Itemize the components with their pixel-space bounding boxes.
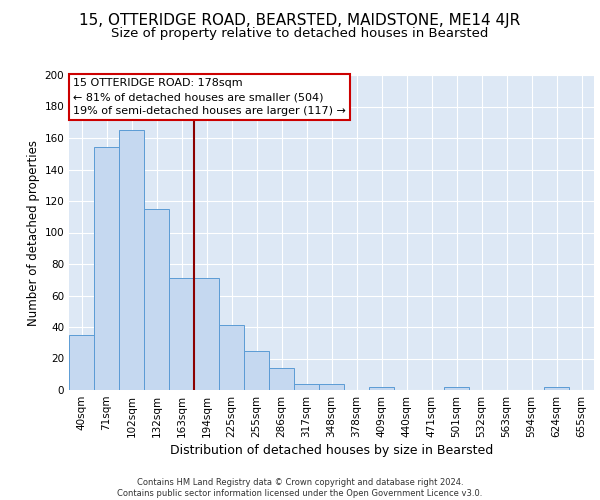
Text: Contains HM Land Registry data © Crown copyright and database right 2024.
Contai: Contains HM Land Registry data © Crown c…	[118, 478, 482, 498]
Bar	[69, 335, 94, 390]
Bar	[119, 130, 144, 390]
Y-axis label: Number of detached properties: Number of detached properties	[27, 140, 40, 326]
Bar	[444, 387, 469, 390]
Bar	[369, 387, 394, 390]
Bar	[244, 350, 269, 390]
Text: Size of property relative to detached houses in Bearsted: Size of property relative to detached ho…	[112, 28, 488, 40]
Bar	[319, 384, 344, 390]
Text: 15 OTTERIDGE ROAD: 178sqm
← 81% of detached houses are smaller (504)
19% of semi: 15 OTTERIDGE ROAD: 178sqm ← 81% of detac…	[73, 78, 346, 116]
Bar	[194, 278, 219, 390]
Bar	[94, 148, 119, 390]
Bar	[219, 326, 244, 390]
Bar	[144, 209, 169, 390]
Bar	[294, 384, 319, 390]
Text: 15, OTTERIDGE ROAD, BEARSTED, MAIDSTONE, ME14 4JR: 15, OTTERIDGE ROAD, BEARSTED, MAIDSTONE,…	[79, 12, 521, 28]
X-axis label: Distribution of detached houses by size in Bearsted: Distribution of detached houses by size …	[170, 444, 493, 457]
Bar	[544, 387, 569, 390]
Bar	[269, 368, 294, 390]
Bar	[169, 278, 194, 390]
